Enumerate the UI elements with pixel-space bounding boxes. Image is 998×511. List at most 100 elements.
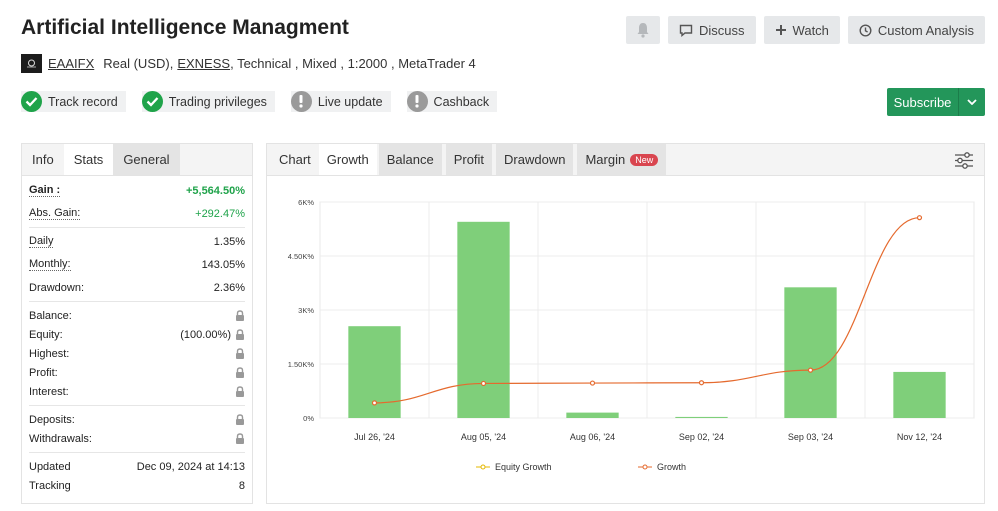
tab-chart[interactable]: Chart xyxy=(279,152,311,167)
stat-value: +292.47% xyxy=(195,207,245,220)
exclamation-icon xyxy=(406,91,428,112)
tab-margin-label: Margin xyxy=(585,152,626,167)
plus-icon xyxy=(775,25,786,35)
stat-label[interactable]: Abs. Gain: xyxy=(29,207,81,220)
account-info: EAAIFX Real (USD), EXNESS , Technical , … xyxy=(21,54,476,73)
stat-label: Deposits: xyxy=(29,413,75,426)
stat-label: Equity: xyxy=(29,328,63,341)
x-tick-label: Aug 05, '24 xyxy=(461,432,506,442)
lock-icon xyxy=(236,386,244,397)
subscribe-button-group: Subscribe xyxy=(887,88,985,116)
stat-label: Highest: xyxy=(29,347,70,360)
stat-value: (100.00%) xyxy=(180,328,231,341)
tab-profit[interactable]: Profit xyxy=(445,144,493,175)
stat-label: Profit: xyxy=(29,366,58,379)
header-actions: Discuss Watch Custom Analysis xyxy=(626,16,985,44)
stat-gain: Gain : +5,564.50% xyxy=(29,181,245,200)
x-tick-label: Jul 26, '24 xyxy=(354,432,395,442)
tab-margin[interactable]: Margin New xyxy=(577,144,667,175)
growth-point xyxy=(698,380,705,386)
growth-point xyxy=(480,380,487,387)
account-name-link[interactable]: EAAIFX xyxy=(48,56,95,71)
divider xyxy=(29,227,245,228)
growth-chart: 0% 1.50K% 3K% 4.50K% 6K% Jul 26, '24 Aug 05, … xyxy=(288,198,975,472)
chart-tabs: Chart Growth Balance Profit Drawdown Mar… xyxy=(267,144,984,176)
discuss-label: Discuss xyxy=(699,22,745,38)
stat-label[interactable]: Gain : xyxy=(29,184,61,197)
custom-analysis-button[interactable]: Custom Analysis xyxy=(847,16,985,44)
stat-profit: Profit: xyxy=(29,363,245,382)
watch-button[interactable]: Watch xyxy=(763,16,840,44)
stat-label[interactable]: Monthly: xyxy=(29,258,71,271)
x-tick-label: Sep 02, '24 xyxy=(679,432,724,442)
stats-panel: Info Stats General Gain : +5,564.50% Abs… xyxy=(21,143,253,504)
legend-swatch-marker xyxy=(480,464,486,470)
growth-line xyxy=(374,217,920,404)
discuss-button[interactable]: Discuss xyxy=(668,16,756,44)
legend-label: Equity Growth xyxy=(495,462,552,472)
badge-label: Cashback xyxy=(433,94,490,109)
lock-icon xyxy=(236,329,244,340)
subscribe-button[interactable]: Subscribe xyxy=(887,88,959,116)
notification-button[interactable] xyxy=(626,16,661,44)
y-tick-label: 0% xyxy=(303,414,314,423)
tab-stats[interactable]: Stats xyxy=(63,144,114,175)
custom-analysis-label: Custom Analysis xyxy=(877,22,974,38)
badge-trading-privileges[interactable]: Trading privileges xyxy=(141,91,275,112)
stat-tracking: Tracking 8 xyxy=(29,476,245,495)
lock-icon xyxy=(236,367,244,378)
tab-balance[interactable]: Balance xyxy=(378,144,442,175)
stat-equity: Equity: (100.00%) xyxy=(29,325,245,344)
stat-value: 1.35% xyxy=(213,235,245,248)
chart-settings-button[interactable] xyxy=(954,152,974,174)
y-tick-label: 1.50K% xyxy=(288,360,315,369)
divider xyxy=(29,405,245,406)
stat-balance: Balance: xyxy=(29,306,245,325)
watch-label: Watch xyxy=(792,22,829,38)
bar xyxy=(457,221,510,418)
bell-icon xyxy=(637,23,649,38)
stat-value: 143.05% xyxy=(201,258,245,271)
stat-label[interactable]: Daily xyxy=(29,235,54,248)
subscribe-dropdown-button[interactable] xyxy=(959,88,985,116)
y-tick-label: 6K% xyxy=(298,198,314,207)
stat-drawdown: Drawdown: 2.36% xyxy=(29,278,245,297)
stat-label: Tracking xyxy=(29,479,71,492)
clock-icon xyxy=(859,23,872,37)
x-tick-label: Nov 12, '24 xyxy=(897,432,942,442)
check-icon xyxy=(21,91,42,112)
growth-point xyxy=(916,215,923,221)
stat-abs-gain: Abs. Gain: +292.47% xyxy=(29,204,245,223)
comment-icon xyxy=(679,24,693,37)
badge-cashback[interactable]: Cashback xyxy=(406,91,498,112)
stat-deposits: Deposits: xyxy=(29,410,245,429)
lock-icon xyxy=(236,348,244,359)
stats-tabs: Info Stats General xyxy=(22,144,252,176)
badge-label: Live update xyxy=(317,94,383,109)
stat-label: Interest: xyxy=(29,385,69,398)
stat-label: Withdrawals: xyxy=(29,432,92,445)
bar xyxy=(893,371,946,418)
account-details: , Technical , Mixed , 1:2000 , MetaTrade… xyxy=(230,56,476,71)
badge-track-record[interactable]: Track record xyxy=(21,91,126,112)
tab-general[interactable]: General xyxy=(113,144,180,175)
account-type: Real (USD), xyxy=(103,56,174,71)
bar xyxy=(675,416,728,418)
y-tick-label: 3K% xyxy=(298,306,314,315)
stat-label: Updated xyxy=(29,460,71,473)
divider xyxy=(29,452,245,453)
chart-panel: Chart Growth Balance Profit Drawdown Mar… xyxy=(266,143,985,504)
tab-growth[interactable]: Growth xyxy=(318,144,377,175)
stats-list: Gain : +5,564.50% Abs. Gain: +292.47% Da… xyxy=(22,181,252,495)
stat-value: +5,564.50% xyxy=(185,184,245,197)
badge-live-update[interactable]: Live update xyxy=(290,91,391,112)
stat-interest: Interest: xyxy=(29,382,245,401)
exclamation-icon xyxy=(290,91,312,112)
check-icon xyxy=(141,91,163,112)
broker-link[interactable]: EXNESS xyxy=(177,56,231,71)
tab-info[interactable]: Info xyxy=(32,152,54,167)
sliders-icon xyxy=(955,152,973,169)
lock-icon xyxy=(236,310,244,321)
tab-drawdown[interactable]: Drawdown xyxy=(496,144,574,175)
stat-value: Dec 09, 2024 at 14:13 xyxy=(136,460,245,473)
